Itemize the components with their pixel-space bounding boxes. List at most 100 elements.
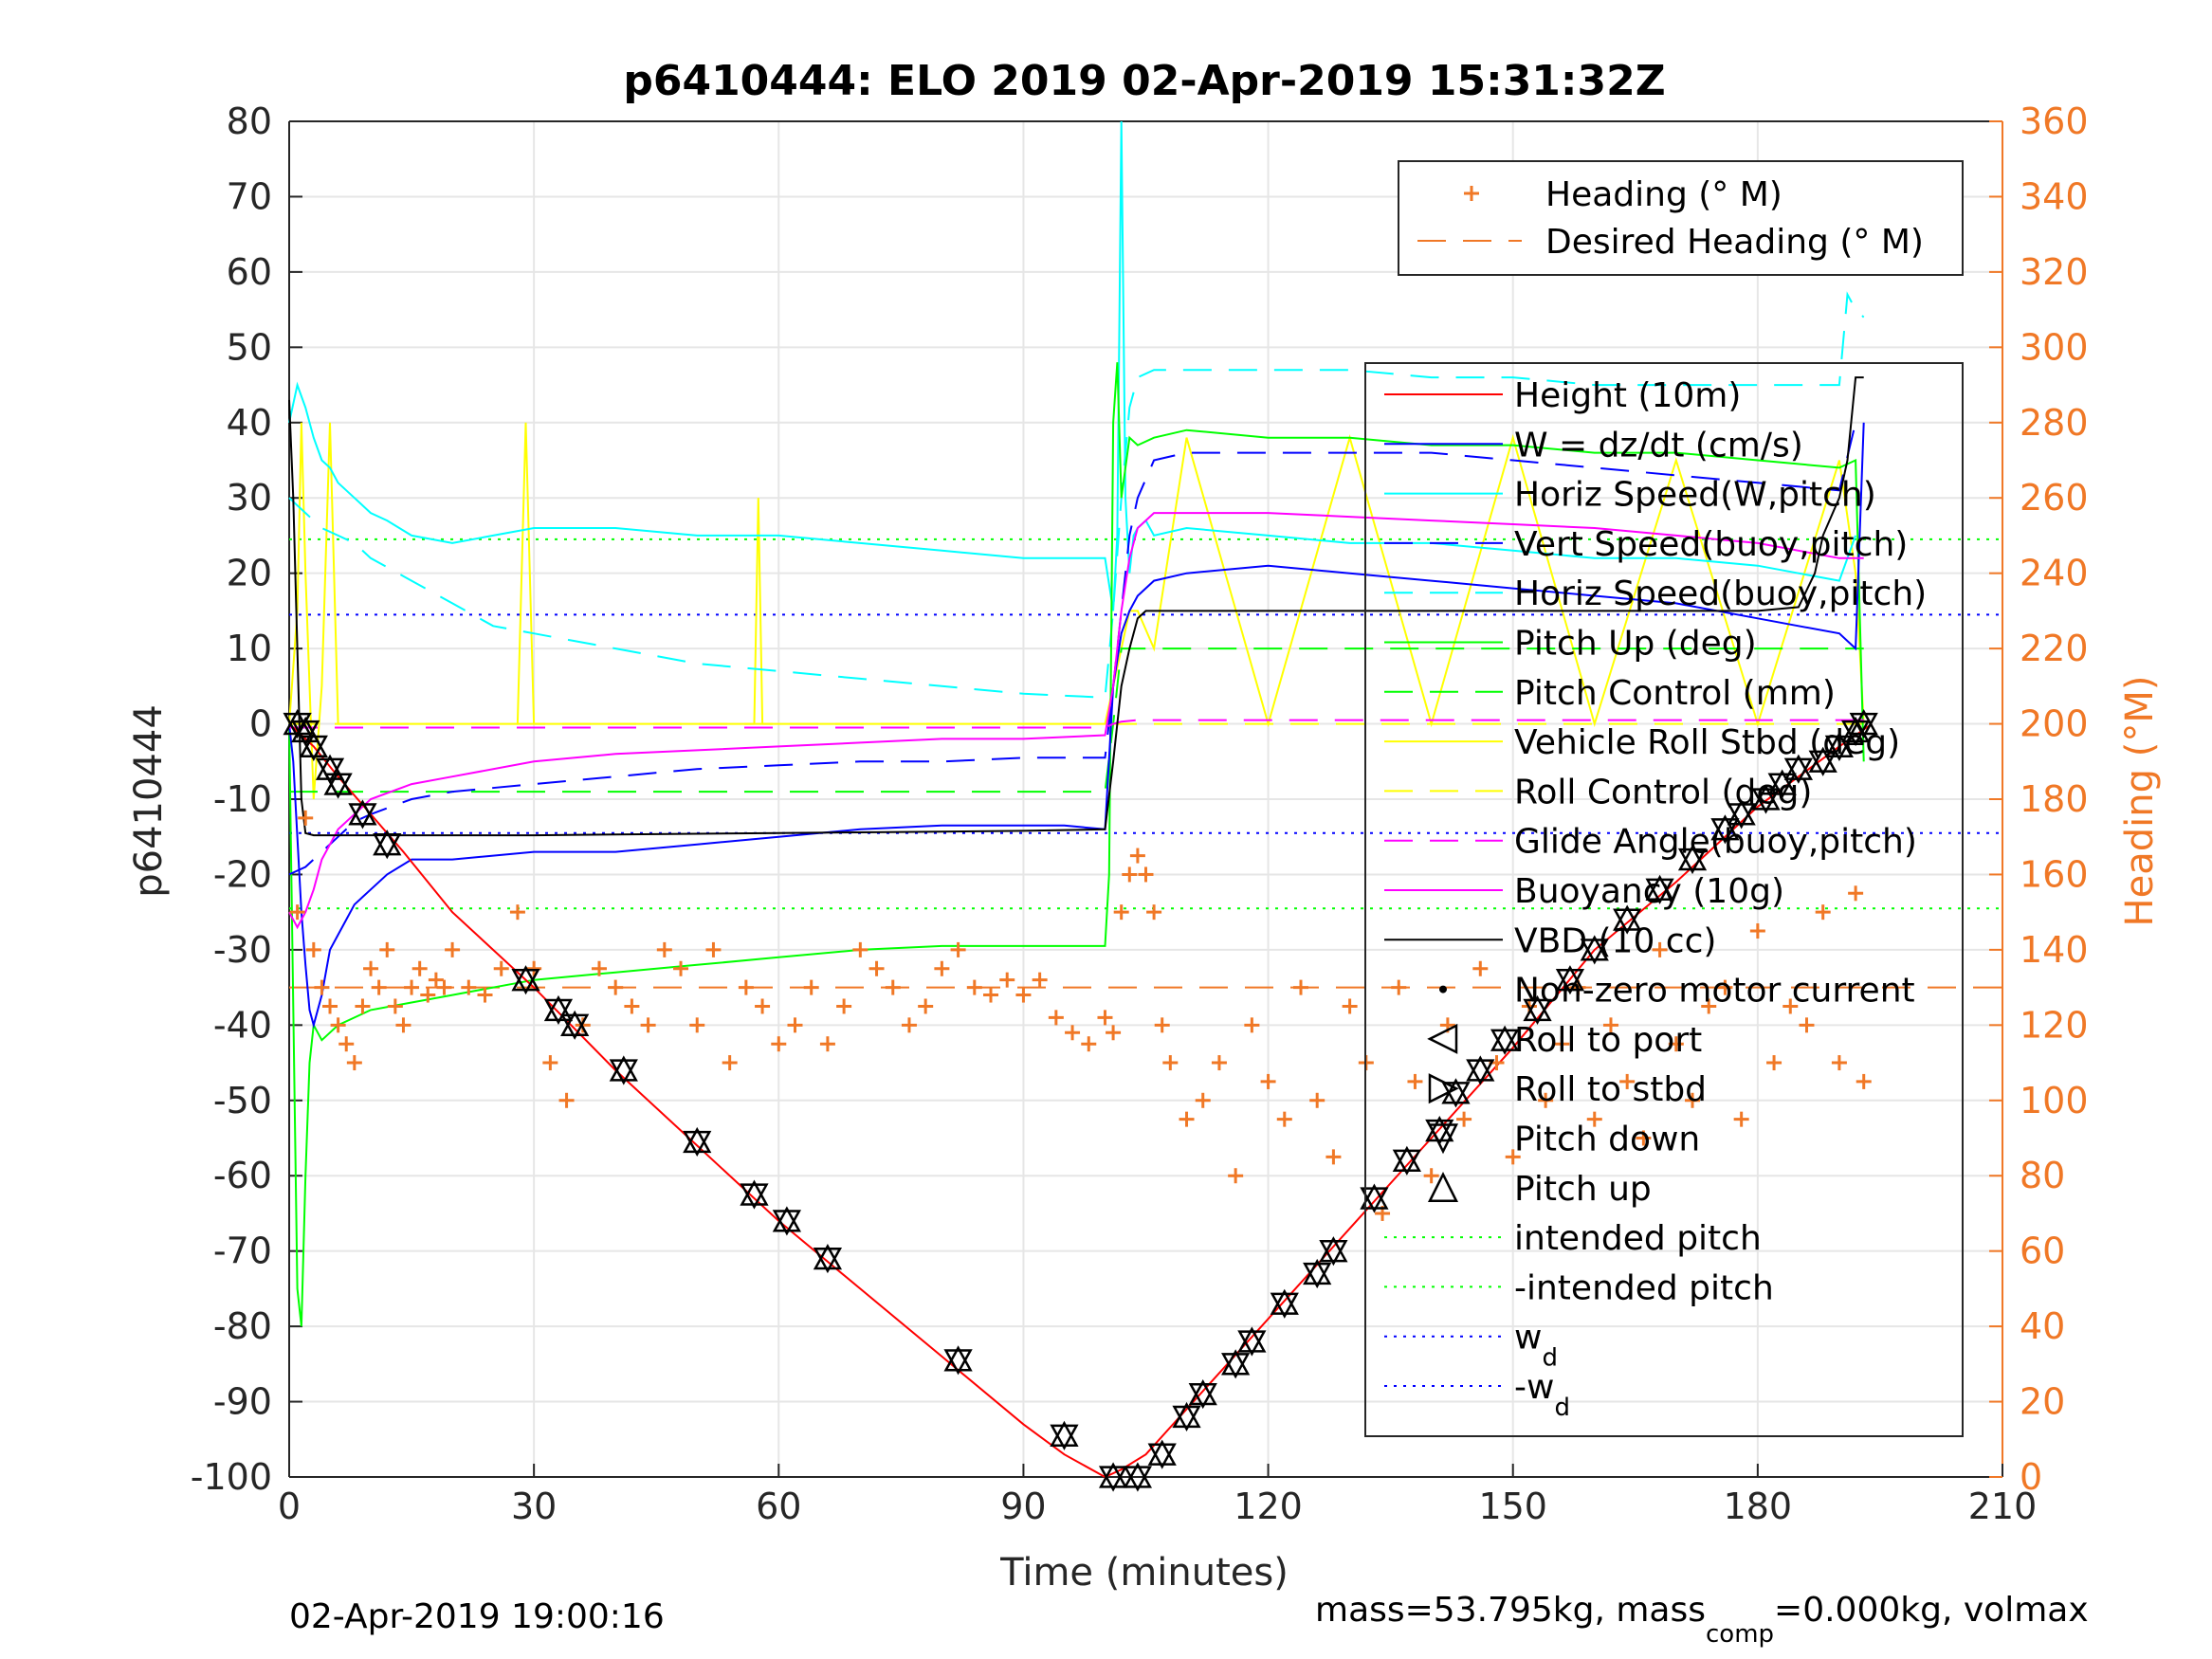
legend-swatch bbox=[1427, 1123, 1459, 1155]
y2-tick-label: 220 bbox=[2020, 628, 2089, 669]
heading-point bbox=[689, 1017, 705, 1033]
plot-area bbox=[283, 120, 2002, 1492]
buoyancy-series bbox=[288, 512, 1864, 930]
heading-point bbox=[1195, 1092, 1211, 1108]
y-tick-label: 20 bbox=[227, 553, 272, 594]
pitch-roll-marker bbox=[1319, 1236, 1348, 1267]
y2-tick-label: 60 bbox=[2020, 1231, 2065, 1272]
y-tick-label: 80 bbox=[227, 100, 272, 142]
heading-point bbox=[305, 941, 321, 957]
pitch-roll-marker bbox=[315, 754, 345, 784]
legend-series-label: Pitch Control (mm) bbox=[1514, 674, 1836, 713]
heading-point bbox=[1554, 1036, 1570, 1052]
y2-tick-label: 180 bbox=[2020, 778, 2089, 820]
heading-point bbox=[673, 960, 689, 976]
x-tick-label: 90 bbox=[1000, 1486, 1046, 1527]
heading-point bbox=[722, 1055, 738, 1071]
heading-point bbox=[1799, 1017, 1815, 1033]
heading-point bbox=[1815, 904, 1831, 921]
y-axis-label: p6410444 bbox=[127, 704, 171, 898]
heading-point bbox=[314, 979, 330, 995]
heading-point bbox=[787, 1017, 803, 1033]
series-legend: Height (10m) W = dz/dt (cm/s) Horiz Speed(… bbox=[1364, 362, 1964, 1437]
pitch-roll-marker bbox=[1808, 746, 1837, 776]
y2-tick-label: 200 bbox=[2020, 703, 2089, 745]
y-tick-label: -60 bbox=[213, 1155, 272, 1196]
pitch-roll-marker bbox=[1360, 1183, 1389, 1213]
heading-point bbox=[1586, 1111, 1602, 1127]
heading-point bbox=[289, 904, 305, 921]
heading-point bbox=[885, 979, 901, 995]
y-tick-label: -30 bbox=[213, 929, 272, 971]
axes: 0 30 60 90 120 150 180 21080706050403020100-10-… bbox=[191, 100, 2089, 1527]
heading-point bbox=[1856, 1073, 1872, 1089]
heading-point bbox=[1685, 1092, 1701, 1108]
pitch-roll-marker bbox=[1490, 1025, 1520, 1055]
x-tick-label: 150 bbox=[1478, 1486, 1547, 1527]
pitch-roll-marker bbox=[299, 731, 328, 761]
heading-point bbox=[526, 960, 542, 976]
pitch-roll-marker bbox=[1710, 814, 1740, 845]
y2-tick-label: 20 bbox=[2020, 1381, 2065, 1423]
pitch-roll-marker bbox=[740, 1179, 769, 1210]
y-tick-label: -50 bbox=[213, 1080, 272, 1121]
legend-series-label: Roll Control (deg) bbox=[1514, 773, 1812, 811]
heading-point bbox=[509, 904, 525, 921]
heading-point bbox=[436, 979, 452, 995]
heading-point bbox=[983, 987, 999, 1003]
heading-point bbox=[918, 998, 934, 1014]
legend-series-label: Horiz Speed(buoy,pitch) bbox=[1514, 574, 1927, 613]
legend-heading-label: Desired Heading (° M) bbox=[1545, 223, 1924, 262]
legend-series-label: Pitch down bbox=[1514, 1121, 1700, 1159]
heading-point bbox=[705, 941, 722, 957]
x-axis-label: Time (minutes) bbox=[999, 1551, 1289, 1595]
legend-heading-label: Heading (° M) bbox=[1545, 175, 1782, 214]
legend-series-label: -wd bbox=[1514, 1368, 1570, 1422]
footer-timestamp: 02-Apr-2019 19:00:16 bbox=[289, 1597, 665, 1636]
legend-series-label: VBD (10 cc) bbox=[1514, 921, 1716, 960]
y-tick-label: 0 bbox=[249, 703, 272, 745]
y-tick-label: -40 bbox=[213, 1004, 272, 1046]
pitch-roll-marker bbox=[1783, 754, 1814, 784]
pitch-roll-marker bbox=[1147, 1439, 1177, 1469]
heading-point bbox=[1619, 1073, 1636, 1089]
heading-point bbox=[371, 979, 387, 995]
x-tick-label: 0 bbox=[278, 1486, 301, 1527]
y2-tick-label: 80 bbox=[2020, 1155, 2065, 1196]
heading-point bbox=[1097, 1010, 1113, 1026]
heading-point bbox=[868, 960, 885, 976]
heading-point bbox=[411, 960, 428, 976]
y-tick-label: 30 bbox=[227, 477, 272, 519]
legend-series-label: wd bbox=[1514, 1319, 1558, 1373]
y2-tick-label: 0 bbox=[2020, 1456, 2042, 1498]
heading-point bbox=[1015, 987, 1032, 1003]
heading-point bbox=[1848, 885, 1864, 902]
heading-point bbox=[363, 960, 379, 976]
heading-point bbox=[640, 1017, 656, 1033]
heading-point bbox=[1138, 866, 1154, 883]
heading-point bbox=[1276, 1111, 1292, 1127]
glide-angle-series bbox=[289, 719, 1864, 729]
heading-point bbox=[966, 979, 982, 995]
pitch-roll-marker bbox=[772, 1206, 802, 1236]
heading-point bbox=[322, 998, 338, 1014]
heading-point bbox=[755, 998, 771, 1014]
heading-point bbox=[428, 972, 444, 988]
heading-point bbox=[950, 941, 966, 957]
pitch-roll-marker bbox=[1172, 1401, 1201, 1432]
y-tick-label: -90 bbox=[213, 1381, 272, 1423]
heading-point bbox=[1636, 1130, 1652, 1146]
pitch-roll-marker bbox=[1751, 784, 1781, 814]
y2-tick-label: 100 bbox=[2020, 1080, 2089, 1121]
y2-axis-label: Heading (°M) bbox=[2118, 676, 2162, 927]
footer-mass-sub: comp bbox=[1706, 1620, 1774, 1649]
heading-point bbox=[330, 1017, 346, 1033]
heading-point bbox=[1652, 941, 1668, 957]
height-series bbox=[288, 722, 1873, 1479]
heading-point bbox=[1423, 1168, 1439, 1184]
pitch-roll-marker bbox=[1392, 1145, 1421, 1176]
pitch-roll-marker bbox=[1050, 1420, 1079, 1450]
heading-point bbox=[934, 960, 950, 976]
heading-point bbox=[493, 960, 509, 976]
legend-series-label: -intended pitch bbox=[1514, 1268, 1774, 1307]
